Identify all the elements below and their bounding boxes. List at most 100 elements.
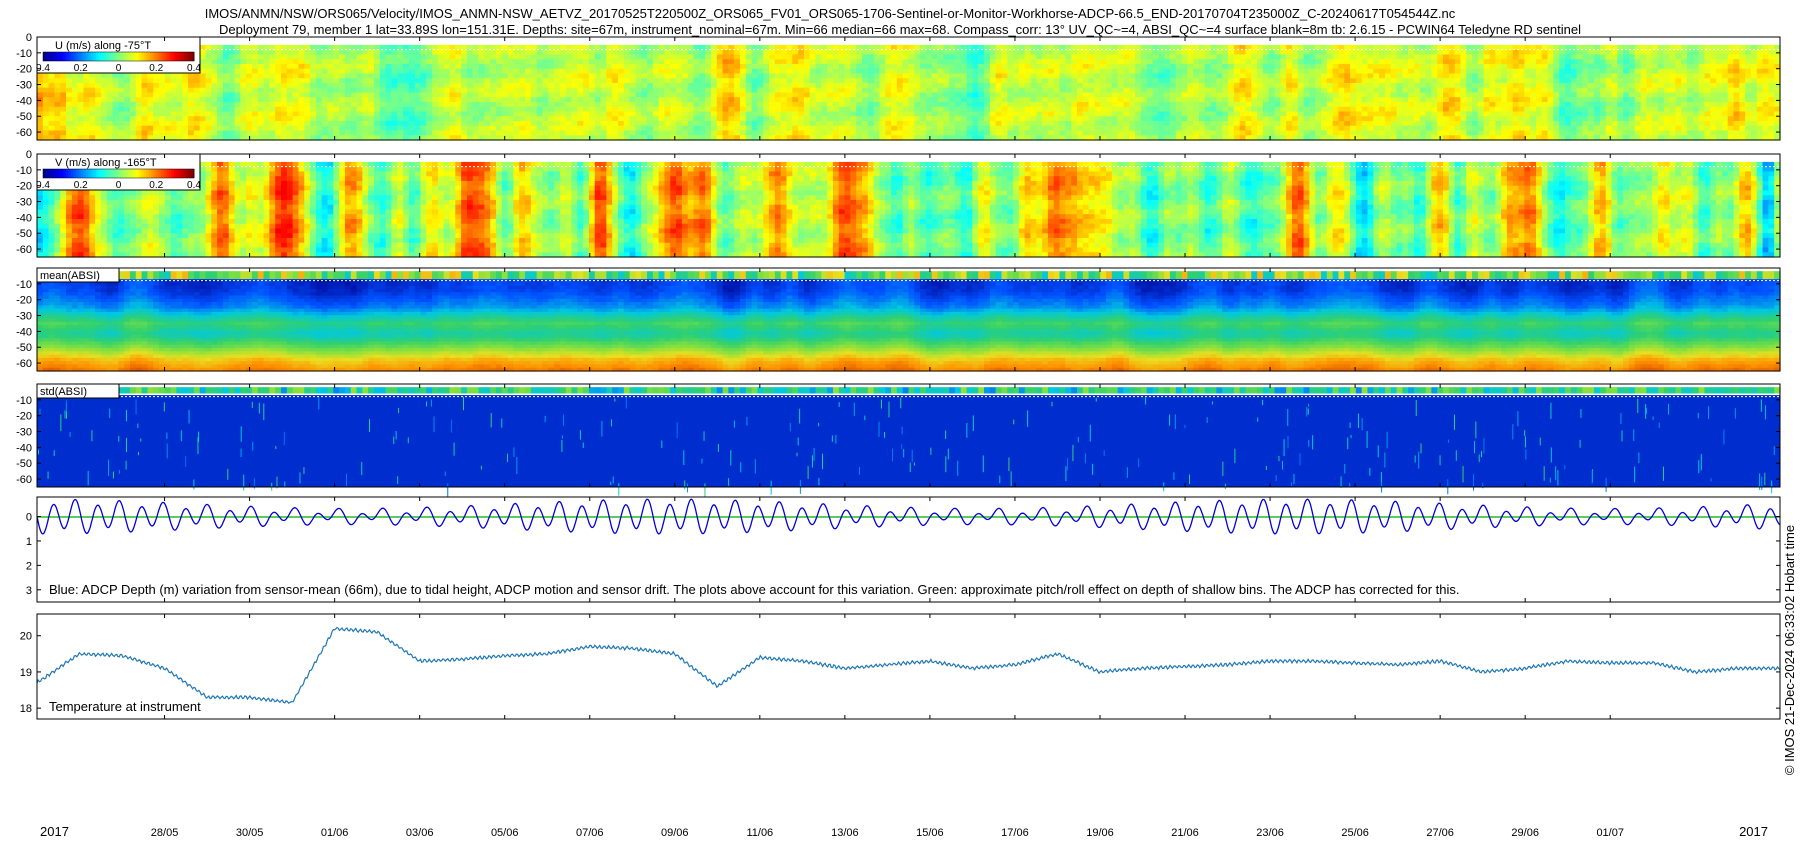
heatmap-cell xyxy=(676,130,683,136)
heatmap-cell xyxy=(1106,130,1113,136)
heatmap-cell xyxy=(1065,82,1072,89)
heatmap-cell xyxy=(1361,101,1369,108)
heatmap-cell xyxy=(1257,78,1264,84)
heatmap-cell xyxy=(478,82,485,89)
heatmap-cell xyxy=(1199,130,1206,136)
heatmap-cell xyxy=(722,125,729,132)
heatmap-cell xyxy=(699,120,706,127)
heatmap-cell xyxy=(751,59,759,65)
heatmap-cell xyxy=(536,44,544,51)
heatmap-cell xyxy=(664,135,671,141)
heatmap-cell xyxy=(1169,82,1177,89)
heatmap-cell xyxy=(362,97,369,103)
heatmap-cell xyxy=(1384,120,1392,127)
heatmap-cell xyxy=(507,116,515,122)
heatmap-cell xyxy=(199,49,207,56)
heatmap-cell xyxy=(315,49,323,56)
heatmap-cell xyxy=(1164,87,1171,94)
heatmap-cell xyxy=(344,73,352,79)
heatmap-cell xyxy=(1245,101,1252,108)
heatmap-cell xyxy=(432,54,439,60)
heatmap-cell xyxy=(379,59,387,65)
heatmap-cell xyxy=(124,135,131,141)
heatmap-cell xyxy=(513,49,520,56)
heatmap-cell xyxy=(757,92,764,98)
heatmap-cell xyxy=(745,97,753,103)
heatmap-cell xyxy=(1152,130,1159,136)
heatmap-cell xyxy=(403,63,410,70)
heatmap-cell xyxy=(403,130,410,136)
heatmap-cell xyxy=(1007,63,1014,70)
heatmap-cell xyxy=(251,82,259,89)
heatmap-cell xyxy=(443,111,451,117)
heatmap-cell xyxy=(449,120,456,127)
heatmap-cell xyxy=(333,59,340,65)
heatmap-cell xyxy=(635,44,642,51)
heatmap-cell xyxy=(362,135,369,141)
heatmap-cell xyxy=(943,49,950,56)
heatmap-cell xyxy=(838,44,846,51)
heatmap-cell xyxy=(1216,101,1223,108)
heatmap-cell xyxy=(1402,130,1409,136)
heatmap-cell xyxy=(1309,78,1316,84)
heatmap-cell xyxy=(641,44,648,51)
heatmap-cell xyxy=(949,116,956,122)
heatmap-cell xyxy=(1413,78,1421,84)
heatmap-cell xyxy=(437,49,445,56)
heatmap-cell xyxy=(1373,63,1380,70)
heatmap-cell xyxy=(705,49,712,56)
heatmap-cell xyxy=(315,130,323,136)
heatmap-cell xyxy=(1454,87,1462,94)
heatmap-cell xyxy=(1408,111,1415,117)
heatmap-cell xyxy=(164,125,172,132)
heatmap-cell xyxy=(124,111,131,117)
heatmap-cell xyxy=(809,120,817,127)
heatmap-cell xyxy=(95,73,102,79)
heatmap-cell xyxy=(1222,135,1229,141)
heatmap-cell xyxy=(176,125,183,132)
heatmap-cell xyxy=(1216,97,1223,103)
heatmap-cell xyxy=(304,87,311,94)
heatmap-cell xyxy=(600,92,607,98)
heatmap-cell xyxy=(54,120,61,127)
heatmap-cell xyxy=(1361,130,1369,136)
heatmap-cell xyxy=(246,120,253,127)
heatmap-cell xyxy=(769,116,776,122)
heatmap-cell xyxy=(1361,111,1369,117)
heatmap-cell xyxy=(554,135,561,141)
heatmap-cell xyxy=(1326,49,1334,56)
heatmap-cell xyxy=(147,116,154,122)
heatmap-cell xyxy=(699,54,706,60)
heatmap-cell xyxy=(769,92,776,98)
heatmap-cell xyxy=(618,87,625,94)
heatmap-cell xyxy=(1088,87,1096,94)
heatmap-cell xyxy=(722,111,729,117)
heatmap-cell xyxy=(182,120,189,127)
heatmap-cell xyxy=(1094,73,1101,79)
heatmap-cell xyxy=(1100,120,1107,127)
heatmap-cell xyxy=(896,59,904,65)
heatmap-cell xyxy=(397,97,404,103)
heatmap-cell xyxy=(1251,92,1258,98)
heatmap-cell xyxy=(1169,78,1177,84)
heatmap-cell xyxy=(548,78,555,84)
heatmap-cell xyxy=(1245,63,1252,70)
heatmap-cell xyxy=(1262,116,1270,122)
heatmap-cell xyxy=(333,101,340,108)
heatmap-cell xyxy=(1204,82,1212,89)
heatmap-cell xyxy=(914,92,921,98)
heatmap-cell xyxy=(118,73,125,79)
heatmap-cell xyxy=(275,120,282,127)
heatmap-cell xyxy=(1425,97,1432,103)
heatmap-cell xyxy=(281,116,288,122)
heatmap-cell xyxy=(1384,92,1392,98)
heatmap-cell xyxy=(1047,78,1055,84)
heatmap-cell xyxy=(298,44,305,51)
heatmap-cell xyxy=(251,92,259,98)
heatmap-cell xyxy=(949,106,956,113)
heatmap-cell xyxy=(472,111,480,117)
heatmap-cell xyxy=(304,111,311,117)
heatmap-cell xyxy=(803,106,811,113)
heatmap-cell xyxy=(403,78,410,84)
heatmap-cell xyxy=(896,63,904,70)
